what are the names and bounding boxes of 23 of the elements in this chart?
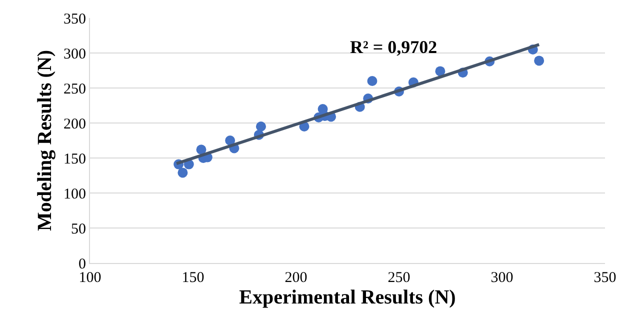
y-tick-label: 300 bbox=[64, 46, 86, 62]
y-axis-title: Modeling Results (N) bbox=[34, 50, 56, 232]
y-tick-label: 150 bbox=[64, 151, 86, 168]
x-tick-label: 250 bbox=[388, 270, 410, 286]
x-tick-label: 350 bbox=[594, 270, 616, 286]
y-tick-label: 0 bbox=[78, 256, 86, 272]
point bbox=[225, 136, 236, 146]
x-tick-label: 200 bbox=[284, 270, 308, 286]
x-axis-title: Experimental Results (N) bbox=[239, 286, 456, 308]
annotation: R² = 0,9702 bbox=[350, 37, 438, 57]
y-tick-label: 100 bbox=[64, 186, 86, 202]
point bbox=[367, 76, 378, 86]
y-tick-label: 50 bbox=[71, 221, 86, 238]
x-tick-label: 150 bbox=[182, 270, 204, 286]
point bbox=[196, 144, 206, 155]
y-tick-label: 200 bbox=[64, 116, 86, 132]
x-tick-label: 300 bbox=[490, 270, 514, 286]
point bbox=[534, 56, 544, 66]
point bbox=[178, 168, 188, 178]
y-tick-label: 250 bbox=[64, 81, 86, 98]
point bbox=[256, 122, 266, 132]
y-tick-label: 350 bbox=[64, 11, 86, 28]
point bbox=[435, 66, 446, 76]
